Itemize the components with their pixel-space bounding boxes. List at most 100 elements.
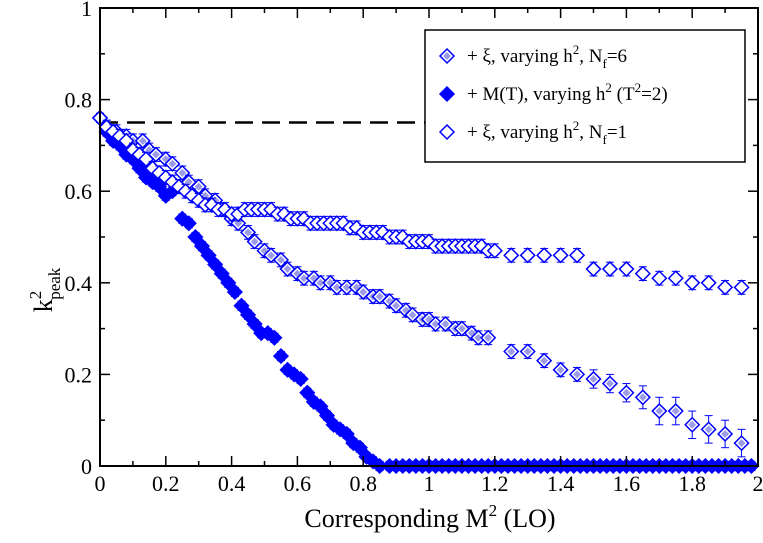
series-0-point-19 xyxy=(246,233,263,250)
series-0-point-60-inner xyxy=(704,425,713,434)
legend-entry-0: + ξ, varying h2, Nf=6 xyxy=(438,42,627,71)
series-1-point-30 xyxy=(292,370,309,388)
series-0-point-51 xyxy=(552,361,569,378)
series-0-point-41-inner xyxy=(431,320,440,329)
series-0-point-47-inner xyxy=(484,333,493,342)
series-1-point-20 xyxy=(226,283,243,301)
series-0-point-62 xyxy=(733,435,750,452)
series-0-point-58-inner xyxy=(671,407,680,416)
legend-box xyxy=(424,29,746,163)
y-tick-label: 0.6 xyxy=(65,179,93,204)
series-0-point-54-inner xyxy=(605,379,614,388)
series-0-point-53-inner xyxy=(589,374,598,383)
series-2-point-75 xyxy=(733,279,750,296)
series-0-point-18-inner xyxy=(244,228,253,237)
legend: + ξ, varying h2, Nf=6 + M(T), varying h2 … xyxy=(424,29,746,163)
series-1-point-23 xyxy=(246,315,263,333)
series-0-point-49-inner xyxy=(523,347,532,356)
series-2-point-69 xyxy=(634,265,651,282)
series-2-point-72 xyxy=(684,274,701,291)
series-0-point-62-inner xyxy=(737,439,746,448)
series-2-point-68 xyxy=(618,260,635,278)
x-tick-label: 1.2 xyxy=(481,471,509,496)
series-2-point-71 xyxy=(667,270,684,287)
x-tick-label: 1 xyxy=(424,471,435,496)
series-0-point-7-inner xyxy=(151,150,160,159)
series-0-point-22 xyxy=(272,251,290,268)
series-0-point-30-inner xyxy=(342,283,351,292)
series-0-point-51-inner xyxy=(556,365,565,374)
series-1-point-18 xyxy=(213,265,230,282)
series-2-point-64 xyxy=(552,247,569,264)
chart-marks xyxy=(91,109,760,475)
series-1-point-16 xyxy=(200,247,217,264)
series-0 xyxy=(91,109,750,458)
series-1-point-31 xyxy=(299,384,316,401)
series-0-point-25-inner xyxy=(299,274,308,283)
y-tick-label: 0.2 xyxy=(65,362,93,387)
series-2-point-67 xyxy=(601,260,619,278)
x-axis-title: Corresponding M2 (LO) xyxy=(304,501,555,533)
series-0-point-18 xyxy=(239,224,257,241)
series-1-point-19 xyxy=(220,274,237,291)
series-1-point-34 xyxy=(318,407,336,424)
series-0-point-57-inner xyxy=(655,407,664,416)
series-1-point-26 xyxy=(266,329,283,346)
x-tick-label: 0.2 xyxy=(152,471,180,496)
y-tick-label: 0.4 xyxy=(65,271,93,296)
legend-label-0: + ξ, varying h2, Nf=6 xyxy=(467,42,627,71)
series-0-point-44-inner xyxy=(457,324,466,333)
series-0-point-38-inner xyxy=(408,310,417,319)
series-0-point-29-inner xyxy=(332,283,341,292)
series-1 xyxy=(91,109,760,475)
series-0-point-50-inner xyxy=(540,356,549,365)
series-0-point-23-inner xyxy=(283,265,292,274)
series-0-point-46-inner xyxy=(474,333,483,342)
series-0-point-49 xyxy=(519,343,536,360)
series-0-point-12-inner xyxy=(194,182,203,191)
series-1-point-22 xyxy=(239,306,257,323)
series-2-point-70 xyxy=(651,270,668,287)
series-2-point-73 xyxy=(700,274,717,291)
legend-label-1: + M(T), varying h2 (T2=2) xyxy=(467,80,668,105)
legend-marker-2 xyxy=(438,123,456,141)
series-0-point-9 xyxy=(164,155,181,172)
svg-text:k2peak: k2peak xyxy=(26,267,64,312)
series-1-point-37 xyxy=(338,425,355,443)
legend-label-2: + ξ, varying h2, Nf=1 xyxy=(467,118,627,147)
series-2-point-7 xyxy=(137,151,155,168)
series-0-point-50 xyxy=(536,352,553,369)
series-0-point-19-inner xyxy=(250,237,259,246)
series-0-point-54 xyxy=(601,375,619,392)
series-0-point-5-inner xyxy=(138,136,147,145)
series-0-point-48-inner xyxy=(507,347,516,356)
series-0-point-59-inner xyxy=(688,420,697,429)
series-1-point-33 xyxy=(312,398,329,415)
series-0-point-56-inner xyxy=(638,393,647,402)
series-0-point-52-inner xyxy=(573,370,582,379)
series-2-point-74 xyxy=(717,279,734,296)
series-0-point-61 xyxy=(717,425,734,443)
series-0-point-25 xyxy=(295,270,313,287)
series-2-point-4 xyxy=(118,132,135,149)
series-0-point-53 xyxy=(585,370,602,388)
x-tick-label: 0 xyxy=(95,471,106,496)
series-2-point-66 xyxy=(585,260,602,278)
x-tick-label: 2 xyxy=(753,471,763,496)
x-tick-label: 0.8 xyxy=(349,471,377,496)
series-2-point-63 xyxy=(536,247,553,264)
legend-marker-1 xyxy=(438,85,456,103)
series-0-point-61-inner xyxy=(721,429,730,438)
series-0-point-9-inner xyxy=(168,159,177,168)
series-0-point-46 xyxy=(470,329,487,346)
series-0-point-48 xyxy=(503,343,520,360)
series-0-point-60 xyxy=(700,421,717,438)
series-0-point-36-inner xyxy=(392,301,401,310)
series-0-point-22-inner xyxy=(276,255,285,264)
series-0-point-27-inner xyxy=(316,278,325,287)
series-0-point-58 xyxy=(667,402,684,420)
x-tick-label: 0.4 xyxy=(218,471,246,496)
series-0-point-56 xyxy=(634,389,651,406)
y-axis-title: k2peak xyxy=(26,267,64,312)
